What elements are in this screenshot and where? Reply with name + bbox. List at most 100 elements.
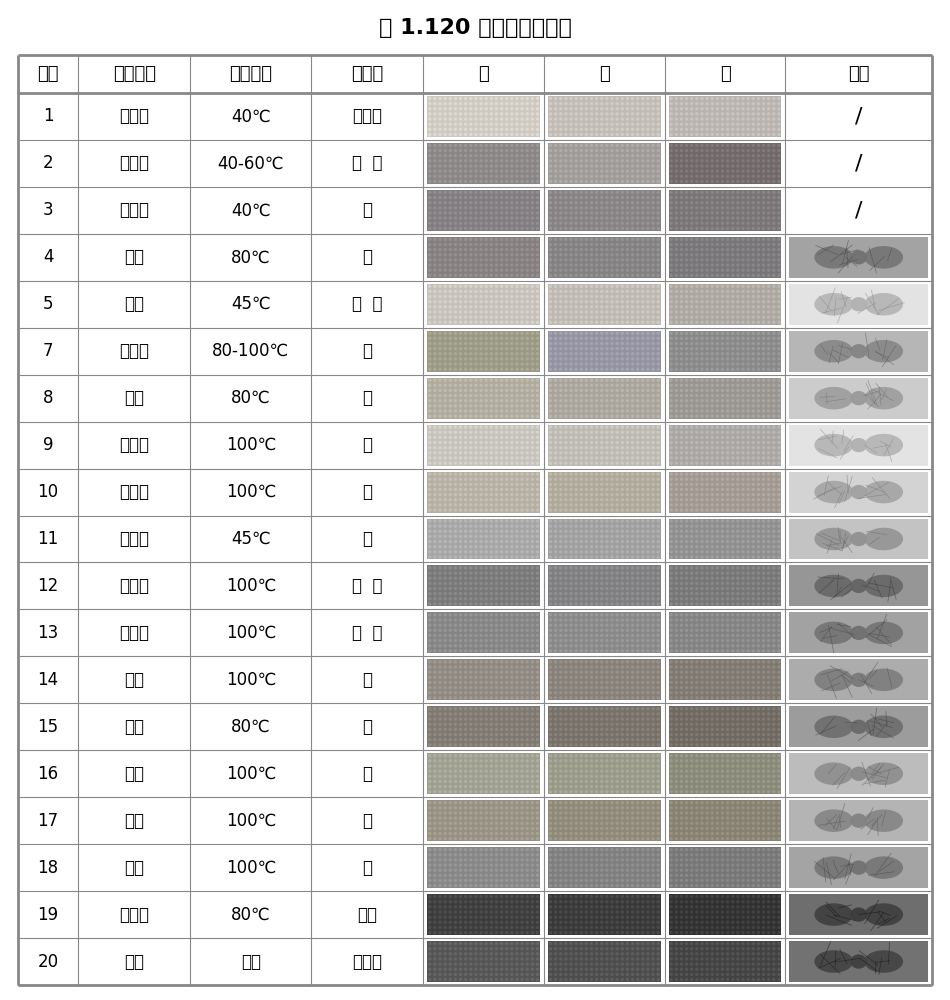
Circle shape (686, 879, 688, 881)
Circle shape (475, 160, 477, 162)
Circle shape (721, 525, 724, 527)
Circle shape (617, 744, 618, 746)
Circle shape (763, 343, 765, 345)
Circle shape (670, 473, 673, 475)
Circle shape (636, 311, 638, 313)
Circle shape (768, 791, 770, 793)
Circle shape (505, 452, 507, 454)
Circle shape (591, 144, 593, 146)
Circle shape (596, 822, 598, 824)
Circle shape (570, 728, 572, 730)
Circle shape (465, 614, 466, 616)
Circle shape (701, 353, 703, 355)
Circle shape (626, 504, 628, 506)
Circle shape (626, 932, 628, 934)
Circle shape (454, 473, 456, 475)
Circle shape (747, 478, 750, 480)
Circle shape (732, 921, 733, 923)
Circle shape (516, 384, 518, 386)
Circle shape (501, 509, 503, 511)
Circle shape (580, 274, 582, 276)
Circle shape (439, 170, 441, 172)
Circle shape (706, 598, 708, 600)
Circle shape (439, 447, 441, 449)
Circle shape (772, 155, 775, 157)
Circle shape (460, 593, 462, 595)
Circle shape (721, 379, 724, 381)
Circle shape (611, 197, 613, 199)
Circle shape (695, 353, 698, 355)
Circle shape (445, 932, 446, 934)
Circle shape (449, 650, 451, 652)
Circle shape (657, 462, 659, 464)
Circle shape (439, 128, 441, 130)
Circle shape (480, 874, 482, 876)
Circle shape (647, 978, 649, 980)
Circle shape (485, 108, 487, 110)
Circle shape (742, 546, 744, 548)
Circle shape (727, 217, 729, 219)
Circle shape (611, 274, 613, 276)
Circle shape (768, 556, 770, 558)
Circle shape (621, 692, 623, 694)
Circle shape (475, 901, 477, 903)
Circle shape (695, 358, 698, 360)
Text: 无: 无 (362, 436, 372, 454)
Circle shape (596, 978, 598, 980)
Circle shape (560, 488, 561, 490)
Circle shape (454, 525, 456, 527)
Circle shape (516, 791, 518, 793)
Circle shape (475, 864, 477, 866)
Circle shape (768, 363, 770, 365)
Circle shape (621, 217, 623, 219)
Circle shape (596, 744, 598, 746)
Circle shape (763, 723, 765, 725)
Circle shape (652, 175, 654, 177)
Circle shape (680, 963, 682, 965)
Circle shape (642, 227, 644, 229)
Circle shape (575, 285, 578, 287)
Circle shape (460, 197, 462, 199)
Circle shape (555, 614, 557, 616)
Circle shape (657, 363, 659, 365)
Circle shape (742, 128, 744, 130)
Circle shape (732, 254, 733, 256)
Circle shape (778, 499, 780, 501)
Circle shape (475, 509, 477, 511)
Circle shape (772, 144, 775, 146)
Circle shape (475, 525, 477, 527)
Circle shape (496, 640, 498, 642)
Circle shape (706, 770, 708, 772)
Circle shape (460, 227, 462, 229)
Circle shape (675, 551, 677, 553)
Circle shape (460, 598, 462, 600)
Circle shape (570, 415, 572, 417)
Circle shape (632, 389, 634, 391)
Circle shape (691, 426, 693, 428)
Circle shape (617, 645, 618, 647)
Circle shape (531, 849, 533, 851)
Circle shape (475, 165, 477, 167)
Circle shape (475, 838, 477, 840)
Circle shape (555, 916, 557, 918)
Circle shape (485, 958, 487, 960)
Circle shape (716, 379, 718, 381)
Bar (789, 753, 928, 794)
Circle shape (652, 619, 654, 621)
Circle shape (439, 629, 441, 631)
Circle shape (732, 588, 733, 590)
Circle shape (706, 869, 708, 871)
Circle shape (560, 874, 561, 876)
Circle shape (675, 447, 677, 449)
Circle shape (575, 978, 578, 980)
Circle shape (439, 833, 441, 835)
Circle shape (611, 739, 613, 741)
Circle shape (434, 212, 436, 214)
Circle shape (511, 483, 513, 485)
Circle shape (675, 869, 677, 871)
Circle shape (575, 155, 578, 157)
Circle shape (549, 770, 552, 772)
Circle shape (636, 405, 638, 407)
Circle shape (526, 567, 528, 569)
Circle shape (526, 243, 528, 245)
